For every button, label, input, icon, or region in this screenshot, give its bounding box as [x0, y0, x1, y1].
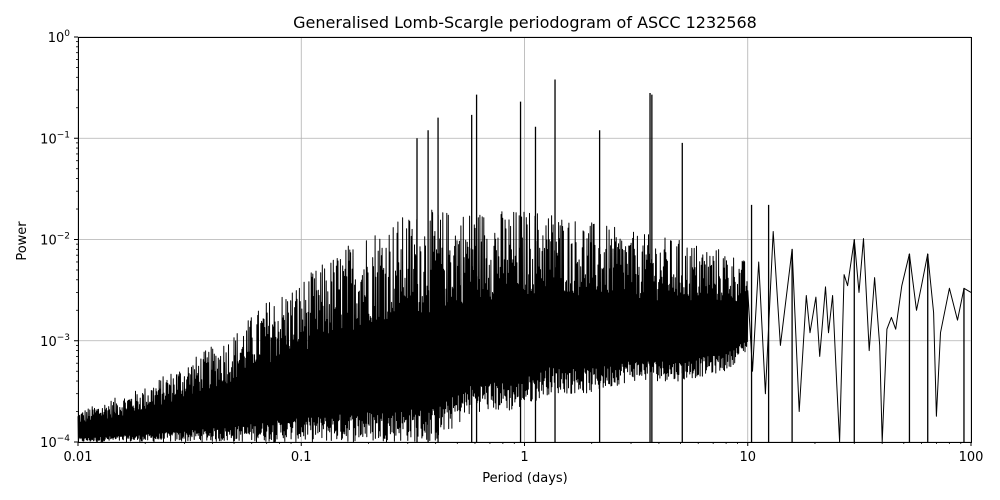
y-tick-label: 10−2 — [40, 232, 70, 249]
y-tick-label: 10−1 — [40, 130, 70, 147]
periodogram-line — [77, 209, 972, 443]
x-tick-label: 0.1 — [291, 450, 312, 465]
periodogram-series — [77, 79, 972, 443]
x-tick-label: 0.01 — [64, 450, 93, 465]
y-axis-label: Power — [15, 221, 30, 261]
x-tick-label: 10 — [739, 450, 756, 465]
axis-ticks: 0.01 0.1 1 10 100 10−4 10−3 10−2 10−1 100 — [40, 29, 983, 465]
y-tick-label: 100 — [48, 29, 71, 46]
x-axis-label: Period (days) — [482, 471, 568, 486]
chart-title: Generalised Lomb-Scargle periodogram of … — [293, 13, 757, 32]
x-tick-label: 100 — [959, 450, 984, 465]
y-tick-label: 10−3 — [40, 333, 70, 350]
x-tick-label: 1 — [520, 450, 528, 465]
y-tick-label: 10−4 — [40, 434, 70, 451]
